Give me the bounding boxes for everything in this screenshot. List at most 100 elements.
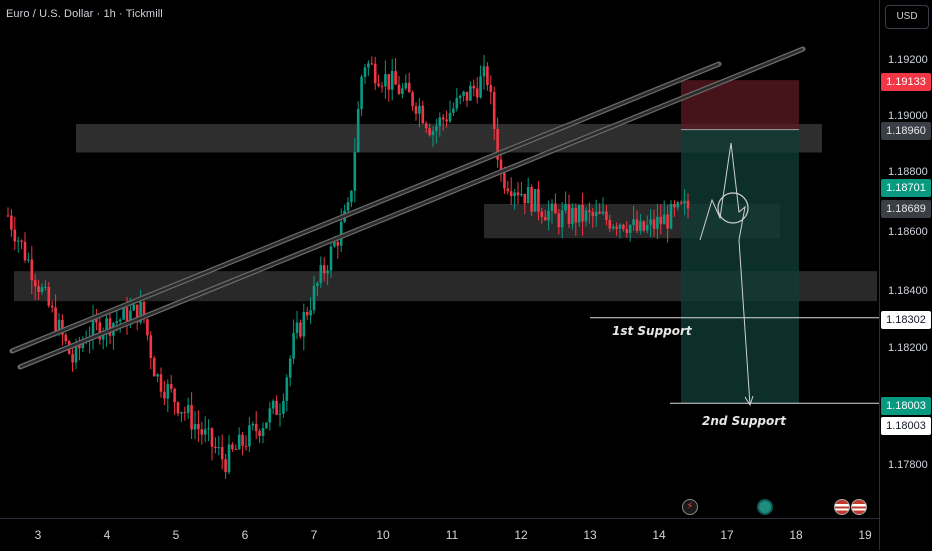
date-label: 19 bbox=[858, 528, 872, 542]
candle bbox=[64, 334, 68, 342]
candle bbox=[560, 210, 564, 228]
candle bbox=[530, 187, 533, 212]
candle bbox=[265, 422, 268, 429]
candle bbox=[54, 307, 57, 333]
target-zone bbox=[681, 129, 799, 404]
candle bbox=[200, 429, 204, 435]
symbol-title[interactable]: Euro / U.S. Dollar · 1h · Tickmill bbox=[6, 8, 163, 20]
candle bbox=[564, 204, 567, 211]
price-chart[interactable] bbox=[0, 0, 879, 518]
candle bbox=[632, 219, 635, 226]
candle bbox=[377, 83, 380, 86]
candle bbox=[217, 447, 221, 449]
candle bbox=[462, 91, 465, 96]
candle bbox=[540, 211, 544, 217]
us-flag-event-icon[interactable] bbox=[834, 499, 850, 515]
candle bbox=[152, 358, 156, 377]
us-flag-event-icon-2[interactable] bbox=[851, 499, 867, 515]
candle bbox=[581, 204, 584, 222]
price-axis[interactable]: USD 1.19200 1.19000 1.18800 1.18600 1.18… bbox=[879, 0, 932, 550]
candle bbox=[387, 74, 391, 90]
candle bbox=[251, 423, 255, 426]
candle bbox=[210, 428, 214, 447]
candle bbox=[61, 319, 64, 335]
date-label: 7 bbox=[310, 528, 318, 542]
candle bbox=[513, 192, 516, 197]
earnings-event-icon[interactable] bbox=[757, 499, 773, 515]
candle bbox=[455, 97, 459, 109]
date-label: 3 bbox=[34, 528, 42, 542]
candle bbox=[526, 187, 530, 204]
candle bbox=[248, 425, 251, 447]
price-tick: 1.19000 bbox=[888, 110, 928, 122]
candle bbox=[574, 207, 578, 223]
candle bbox=[132, 304, 136, 311]
candle bbox=[20, 240, 23, 242]
candle bbox=[639, 221, 642, 231]
currency-button[interactable]: USD bbox=[885, 5, 929, 29]
candle bbox=[601, 211, 605, 214]
candle bbox=[146, 319, 149, 336]
candle bbox=[173, 388, 176, 403]
candle bbox=[486, 66, 489, 86]
candle bbox=[370, 63, 374, 65]
candle bbox=[193, 423, 197, 430]
candle bbox=[44, 286, 47, 288]
candle bbox=[591, 212, 595, 217]
candle bbox=[74, 343, 78, 363]
candle bbox=[448, 112, 452, 122]
candle bbox=[224, 459, 227, 473]
candle bbox=[271, 400, 275, 409]
candle bbox=[404, 82, 408, 89]
economic-event-icon[interactable]: ⚡ bbox=[682, 499, 698, 515]
price-tick: 1.19200 bbox=[888, 54, 928, 66]
candle bbox=[373, 63, 377, 84]
candle bbox=[520, 193, 523, 196]
candle bbox=[288, 358, 292, 378]
candle bbox=[23, 241, 27, 261]
stop-zone bbox=[681, 80, 799, 130]
candle bbox=[10, 215, 13, 230]
candle bbox=[390, 71, 394, 90]
candle bbox=[421, 105, 425, 124]
candle bbox=[292, 333, 295, 359]
candle bbox=[465, 91, 469, 101]
candle bbox=[37, 286, 40, 293]
candle bbox=[642, 221, 646, 231]
candle bbox=[78, 343, 81, 349]
candle bbox=[166, 384, 170, 399]
time-axis[interactable]: 3 4 5 6 7 10 11 12 13 14 17 18 19 bbox=[0, 518, 879, 551]
candle bbox=[367, 63, 370, 68]
candle bbox=[305, 311, 309, 316]
candle bbox=[57, 319, 61, 333]
candle bbox=[353, 152, 357, 191]
price-tick: 1.18800 bbox=[888, 166, 928, 178]
candle bbox=[336, 241, 340, 246]
date-label: 12 bbox=[514, 528, 528, 542]
candle bbox=[302, 311, 306, 337]
candle bbox=[424, 123, 428, 129]
candle bbox=[50, 305, 54, 308]
candle bbox=[47, 286, 51, 306]
candle bbox=[241, 434, 244, 446]
candle bbox=[275, 400, 278, 415]
second-support-label: 2nd Support bbox=[702, 414, 786, 428]
date-label: 17 bbox=[720, 528, 734, 542]
price-tick: 1.18200 bbox=[888, 342, 928, 354]
candle bbox=[611, 226, 615, 229]
candle bbox=[571, 207, 574, 224]
candle bbox=[159, 374, 163, 392]
candle bbox=[628, 225, 632, 234]
candle bbox=[479, 76, 482, 98]
candle bbox=[499, 159, 503, 174]
candle bbox=[322, 265, 326, 274]
candle bbox=[649, 219, 652, 225]
candle bbox=[380, 85, 384, 87]
candle bbox=[625, 229, 629, 234]
candle bbox=[676, 202, 680, 208]
candle bbox=[319, 265, 323, 284]
price-tick: 1.18600 bbox=[888, 226, 928, 238]
date-label: 14 bbox=[652, 528, 666, 542]
candle bbox=[673, 203, 676, 208]
chart-area[interactable]: Euro / U.S. Dollar · 1h · Tickmill 1st S… bbox=[0, 0, 879, 518]
